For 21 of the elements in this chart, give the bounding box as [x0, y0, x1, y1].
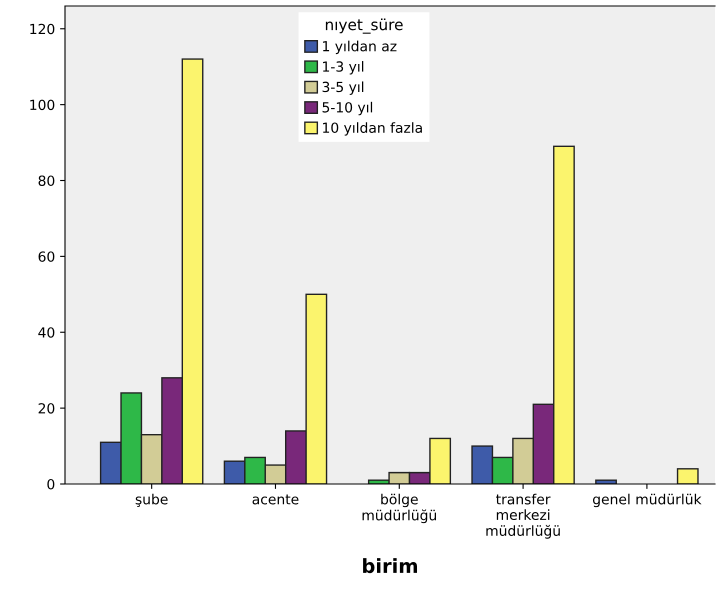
y-tick-label: 20	[38, 403, 54, 414]
bar	[595, 480, 617, 484]
legend-label: 3-5 yıl	[322, 81, 364, 95]
y-tick-label: 80	[38, 175, 54, 186]
y-tick-label: 40	[38, 327, 54, 338]
x-tick-label: acente	[252, 494, 298, 504]
x-tick-label: şube	[136, 494, 168, 507]
y-tick-label: 100	[30, 100, 54, 110]
x-tick-label: bölge müdürlüğü	[362, 494, 436, 524]
y-tick-label: 0	[47, 478, 54, 490]
x-tick-label: transfer merkezi müdürlüğü	[486, 494, 560, 539]
bar	[676, 468, 699, 484]
legend-label: 1 yıldan az	[323, 40, 396, 54]
y-tick-label: 60	[38, 251, 54, 262]
x-tick-label: genel müdürlük	[592, 494, 702, 508]
legend-title: nıyet_süre	[326, 18, 403, 34]
legend-label: 5-10 yıl	[322, 102, 372, 116]
legend-label: 1-3 yıl	[323, 61, 364, 74]
x-axis-title: birim	[363, 558, 418, 574]
legend-label: 10 yıldan fazla	[323, 122, 422, 136]
y-tick-label: 120	[30, 24, 54, 34]
